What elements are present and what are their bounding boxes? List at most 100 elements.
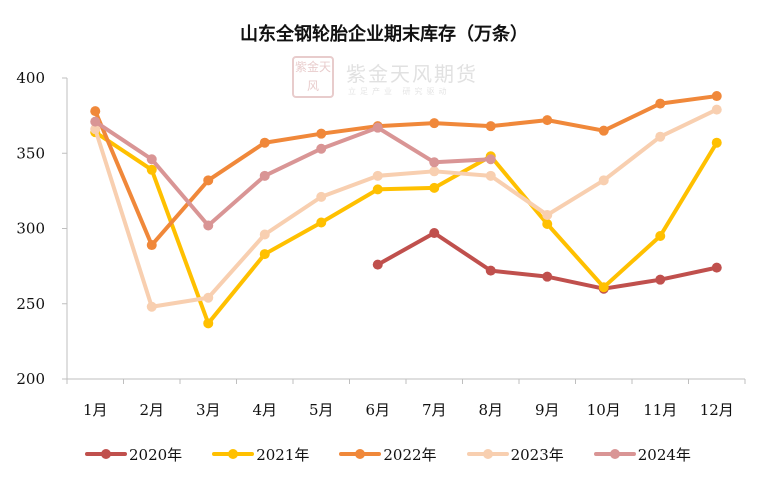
- legend-label: 2020年: [129, 445, 183, 464]
- data-point: [203, 318, 214, 329]
- data-point: [146, 240, 157, 251]
- legend-item: 2023年: [466, 443, 564, 465]
- legend-label: 2021年: [256, 445, 310, 464]
- data-point: [146, 154, 157, 165]
- data-point: [203, 220, 214, 231]
- data-point: [655, 231, 666, 242]
- data-point: [485, 265, 496, 276]
- data-point: [316, 191, 327, 202]
- series: [90, 127, 722, 329]
- x-tick-label: 8月: [478, 401, 503, 419]
- legend-swatch: [212, 447, 255, 461]
- data-point: [485, 170, 496, 181]
- legend-swatch: [85, 447, 127, 461]
- series-line: [93, 119, 493, 228]
- series: [90, 91, 722, 251]
- x-tick-label: 9月: [535, 401, 560, 419]
- data-point: [259, 249, 270, 260]
- data-point: [429, 118, 440, 129]
- x-tick-label: 4月: [252, 401, 277, 419]
- data-point: [711, 104, 722, 115]
- data-point: [598, 175, 609, 186]
- data-point: [598, 282, 609, 293]
- x-tick-label: 6月: [365, 401, 390, 419]
- watermark-logo-icon: 紫金天风: [292, 56, 334, 98]
- legend-swatch-dot: [101, 449, 111, 459]
- legend-item: 2024年: [593, 443, 691, 465]
- data-point: [485, 154, 496, 165]
- data-point: [372, 170, 383, 181]
- data-point: [655, 131, 666, 142]
- watermark-slogan: 立足产业 研究驱动: [348, 87, 451, 96]
- x-tick-label: 10月: [587, 401, 621, 419]
- data-point: [655, 274, 666, 285]
- legend-label: 2023年: [510, 445, 564, 464]
- legend-swatch: [339, 447, 382, 461]
- x-tick-label: 12月: [700, 401, 734, 419]
- data-point: [711, 262, 722, 273]
- data-point: [542, 218, 553, 229]
- legend-item: 2020年: [85, 443, 182, 465]
- y-tick-label: 300: [16, 220, 45, 238]
- legend-swatch-dot: [228, 449, 239, 459]
- x-tick-label: 1月: [83, 401, 108, 419]
- data-point: [316, 128, 327, 139]
- x-tick-label: 7月: [422, 401, 447, 419]
- data-point: [372, 122, 383, 133]
- data-point: [372, 259, 383, 270]
- series: [90, 116, 496, 231]
- legend-swatch-dot: [609, 449, 620, 459]
- data-point: [429, 157, 440, 168]
- data-point: [429, 228, 440, 239]
- legend: 2020年 2021年 2022年 2023年 2024年: [85, 443, 691, 465]
- y-tick-label: 200: [16, 370, 45, 388]
- legend-swatch: [466, 447, 509, 461]
- data-point: [542, 271, 553, 282]
- data-point: [316, 143, 327, 154]
- data-point: [316, 217, 327, 228]
- data-point: [203, 292, 214, 303]
- watermark: 紫金天风 紫金天风期货 立足产业 研究驱动: [292, 56, 492, 102]
- y-tick-label: 400: [16, 69, 45, 87]
- x-tick-label: 3月: [196, 401, 221, 419]
- data-point: [655, 98, 666, 109]
- data-point: [485, 121, 496, 132]
- chart-title: 山东全钢轮胎企业期末库存（万条）: [240, 24, 528, 45]
- legend-item: 2021年: [212, 443, 309, 465]
- x-tick-label: 2月: [139, 401, 164, 419]
- data-point: [146, 301, 157, 312]
- data-point: [259, 229, 270, 240]
- series: [372, 228, 722, 294]
- data-point: [598, 125, 609, 136]
- series-line: [93, 130, 719, 326]
- y-tick-label: 350: [16, 144, 45, 162]
- line-chart: 200 250 300 350 400 1月 2月 3月 4月 5月 6月 7月 8月 9月 10月 11月 1…: [16, 69, 746, 419]
- data-point: [542, 115, 553, 126]
- legend-label: 2022年: [383, 445, 437, 464]
- y-tick-label: 250: [16, 295, 45, 313]
- x-tick-label: 11月: [643, 401, 677, 419]
- data-point: [429, 182, 440, 193]
- data-point: [711, 137, 722, 148]
- data-point: [90, 106, 101, 117]
- data-point: [146, 164, 157, 175]
- legend-swatch-dot: [355, 449, 366, 459]
- legend-label: 2024年: [637, 445, 691, 464]
- data-point: [90, 116, 101, 127]
- watermark-name: 紫金天风期货: [346, 62, 478, 86]
- x-tick-label: 5月: [309, 401, 334, 419]
- legend-item: 2022年: [339, 443, 437, 465]
- data-point: [259, 170, 270, 181]
- data-point: [429, 166, 440, 177]
- legend-swatch: [593, 447, 636, 461]
- series-layer: [90, 91, 722, 329]
- data-point: [90, 124, 101, 135]
- series: [90, 104, 722, 312]
- data-point: [372, 184, 383, 195]
- series-line: [93, 107, 719, 309]
- data-point: [203, 175, 214, 186]
- legend-swatch-dot: [482, 449, 493, 459]
- series-line: [93, 94, 719, 248]
- data-point: [542, 209, 553, 220]
- axes: 200 250 300 350 400 1月 2月 3月 4月 5月 6月 7月 8月 9月 10月 11月 1…: [16, 69, 746, 419]
